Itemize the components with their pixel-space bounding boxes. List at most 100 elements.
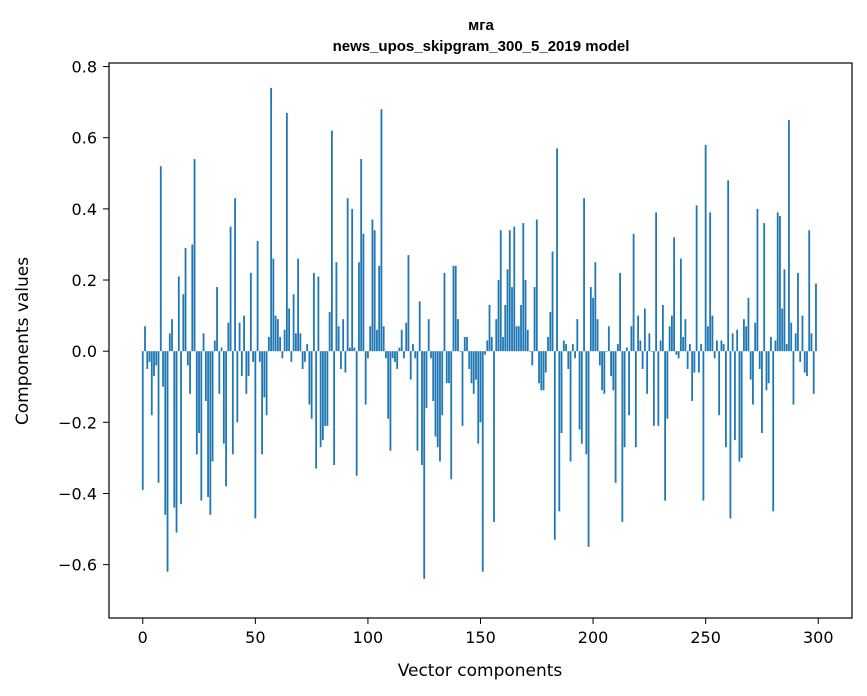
- bar: [380, 109, 383, 352]
- bar: [709, 212, 712, 352]
- y-tick-label: −0.4: [58, 484, 97, 503]
- bar: [556, 148, 558, 352]
- bar: [524, 280, 527, 352]
- y-tick-label: −0.2: [58, 413, 97, 432]
- bar: [459, 351, 462, 352]
- bar: [351, 208, 354, 352]
- bar: [736, 329, 739, 352]
- bar: [254, 351, 257, 519]
- bar: [445, 351, 448, 384]
- bar: [598, 351, 601, 366]
- bar: [470, 351, 473, 384]
- bar: [245, 351, 248, 394]
- bar: [222, 351, 225, 444]
- bar: [391, 351, 394, 359]
- bar: [441, 351, 444, 416]
- bar: [659, 340, 662, 352]
- bar: [623, 351, 626, 448]
- bar: [387, 351, 390, 419]
- bar: [774, 340, 777, 352]
- bar: [198, 351, 200, 433]
- y-tick-label: −0.6: [58, 556, 97, 575]
- bar: [520, 304, 522, 352]
- bar: [655, 212, 658, 352]
- bar: [688, 344, 691, 352]
- bar: [450, 351, 453, 480]
- bar: [164, 351, 167, 515]
- bar: [770, 336, 772, 352]
- x-axis-label: Vector components: [398, 661, 563, 681]
- bar: [747, 297, 750, 352]
- bar: [504, 304, 507, 352]
- bar: [713, 351, 716, 359]
- bar: [596, 319, 599, 352]
- bar: [585, 351, 588, 455]
- bar: [414, 351, 417, 359]
- bar: [718, 351, 721, 416]
- bar: [466, 336, 468, 352]
- bar: [668, 326, 671, 352]
- bar: [425, 351, 428, 409]
- bar: [439, 351, 441, 462]
- bar: [407, 255, 410, 352]
- bar: [734, 351, 736, 441]
- bar: [639, 340, 642, 352]
- bar: [200, 351, 203, 501]
- bar: [605, 351, 608, 352]
- bar: [276, 319, 279, 352]
- x-tick-label: 0: [138, 628, 148, 647]
- bar: [540, 351, 543, 391]
- bar: [756, 208, 759, 352]
- bar: [493, 351, 495, 522]
- bar: [423, 351, 426, 579]
- bar: [761, 351, 763, 433]
- bar: [765, 351, 768, 391]
- bar: [587, 351, 590, 547]
- bar: [731, 333, 734, 352]
- bar: [281, 351, 284, 359]
- bar: [610, 351, 612, 377]
- bar: [283, 329, 286, 352]
- y-tick-label: 0.2: [72, 271, 97, 290]
- bar: [398, 347, 401, 352]
- bar: [763, 223, 766, 352]
- bar: [547, 336, 549, 352]
- y-axis-label: Components values: [13, 257, 33, 425]
- bar: [574, 351, 576, 359]
- bar: [247, 351, 250, 377]
- bar: [337, 326, 340, 352]
- bar: [621, 351, 624, 522]
- bar: [632, 233, 635, 352]
- bar: [479, 351, 482, 423]
- bar: [592, 297, 594, 352]
- bar: [355, 351, 358, 476]
- bar: [373, 230, 376, 352]
- bar: [812, 351, 815, 394]
- bar: [772, 351, 775, 512]
- bar: [213, 340, 216, 352]
- bar-series: [141, 87, 817, 579]
- bar: [274, 315, 277, 352]
- bar: [583, 198, 585, 352]
- bar: [779, 215, 781, 352]
- bar: [409, 351, 412, 380]
- bar: [495, 319, 498, 352]
- bar: [312, 272, 315, 352]
- y-tick-label: 0.0: [72, 342, 97, 361]
- chart-title: мга: [468, 17, 494, 34]
- y-tick-label: 0.6: [72, 129, 97, 148]
- bar: [209, 351, 212, 515]
- bar: [279, 336, 282, 352]
- bar: [754, 322, 757, 352]
- bar: [725, 351, 727, 448]
- bar: [184, 248, 187, 352]
- bar: [195, 351, 198, 455]
- bar: [463, 336, 466, 352]
- bar: [571, 344, 574, 352]
- bar: [416, 351, 419, 451]
- bar: [603, 351, 606, 394]
- bar: [700, 344, 703, 352]
- bar: [263, 351, 266, 398]
- bar: [511, 287, 513, 352]
- bar: [193, 159, 196, 352]
